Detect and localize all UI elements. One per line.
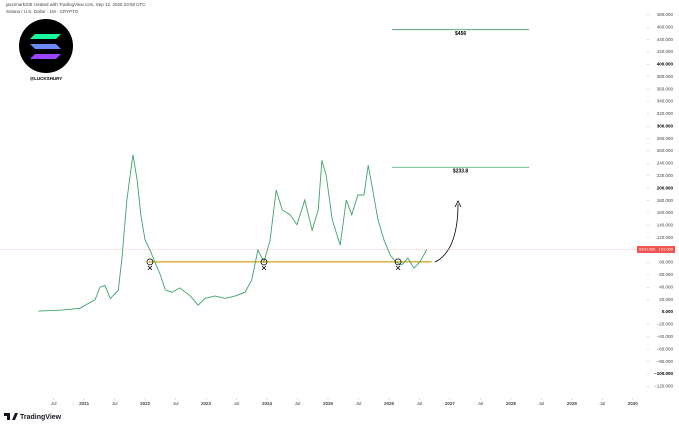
y-tick-label: 400.000 <box>657 62 674 67</box>
x-tick-label: 2023 <box>201 401 212 406</box>
price-tag <box>637 245 675 253</box>
y-tick-label: 420.000 <box>657 49 674 54</box>
touch-circle <box>260 258 268 266</box>
y-tick-label: −100.000 <box>654 371 673 376</box>
x-tick-label: 2026 <box>384 401 395 406</box>
touch-cross <box>147 265 153 271</box>
x-tick-label: 2028 <box>506 401 517 406</box>
x-tick-label: Jul <box>295 401 301 406</box>
y-tick-label: 440.000 <box>657 37 674 42</box>
target-label: $233.8 <box>453 169 469 175</box>
x-tick-label: Jul <box>234 401 240 406</box>
x-tick-label: Jul <box>599 401 605 406</box>
brand-name: TradingView <box>20 414 62 421</box>
x-tick-label: Jul <box>356 401 362 406</box>
y-tick-label: −60.000 <box>657 346 674 351</box>
logo-handle: @LUCKSHURY <box>30 76 62 81</box>
x-tick-label: Jul <box>51 401 57 406</box>
y-tick-label: −80.000 <box>657 359 674 364</box>
y-tick-label: 380.000 <box>657 74 674 79</box>
y-tick-label: 460.000 <box>657 24 674 29</box>
x-tick-label: 2030 <box>628 401 639 406</box>
y-tick-label: 240.000 <box>657 161 674 166</box>
arrow-head <box>454 200 462 208</box>
y-tick-label: 20.000 <box>659 297 673 302</box>
y-tick-label: 0.000 <box>662 309 674 314</box>
y-tick-label: 260.000 <box>657 148 674 153</box>
target-label: $456 <box>455 31 466 37</box>
price-tag-label: 101.000 <box>659 247 674 252</box>
logo-bar <box>30 54 61 59</box>
touch-cross <box>261 265 267 271</box>
y-tick-label: 480.000 <box>657 12 674 17</box>
y-tick-label: 200.000 <box>657 185 674 190</box>
y-tick-label: 160.000 <box>657 210 674 215</box>
x-tick-label: 2025 <box>323 401 334 406</box>
price-tag-name: SOLUSD <box>639 247 656 252</box>
logo-bar <box>30 44 61 49</box>
arrow <box>434 203 459 263</box>
y-tick-label: 280.000 <box>657 136 674 141</box>
logo-bar <box>30 34 61 39</box>
x-tick-label: Jul <box>173 401 179 406</box>
y-tick-label: 360.000 <box>657 86 674 91</box>
touch-circle <box>146 258 154 266</box>
x-tick-label: Jul <box>112 401 118 406</box>
symbol: Solana / U.S. Dollar · 1M · CRYPTO <box>6 9 79 14</box>
y-tick-label: 120.000 <box>657 235 674 240</box>
x-tick-label: 2024 <box>262 401 273 406</box>
x-tick-label: Jul <box>538 401 544 406</box>
y-tick-label: 300.000 <box>657 123 674 128</box>
price-line <box>38 154 428 312</box>
y-tick-label: 60.000 <box>659 272 673 277</box>
y-tick-label: 220.000 <box>657 173 674 178</box>
y-tick-label: 40.000 <box>659 284 673 289</box>
brand-icon <box>4 413 18 420</box>
footer-brand: TradingView <box>4 413 62 421</box>
y-tick-label: 320.000 <box>657 111 674 116</box>
y-tick-label: −20.000 <box>657 322 674 327</box>
logo: @LUCKSHURY <box>19 19 73 81</box>
touch-circle <box>394 258 402 266</box>
x-tick-label: 2021 <box>79 401 90 406</box>
x-tick-label: 2029 <box>567 401 578 406</box>
touch-cross <box>395 265 401 271</box>
x-tick-label: 2022 <box>140 401 151 406</box>
y-tick-label: 80.000 <box>659 260 673 265</box>
y-tick-label: 180.000 <box>657 198 674 203</box>
y-tick-label: −40.000 <box>657 334 674 339</box>
credit: jaxcimarkz05 created with TradingView.co… <box>5 2 146 7</box>
y-tick-label: 340.000 <box>657 99 674 104</box>
y-tick-label: −120.000 <box>654 384 673 389</box>
y-tick-label: 140.000 <box>657 223 674 228</box>
x-tick-label: Jul <box>417 401 423 406</box>
x-tick-label: 2027 <box>445 401 456 406</box>
x-tick-label: Jul <box>478 401 484 406</box>
